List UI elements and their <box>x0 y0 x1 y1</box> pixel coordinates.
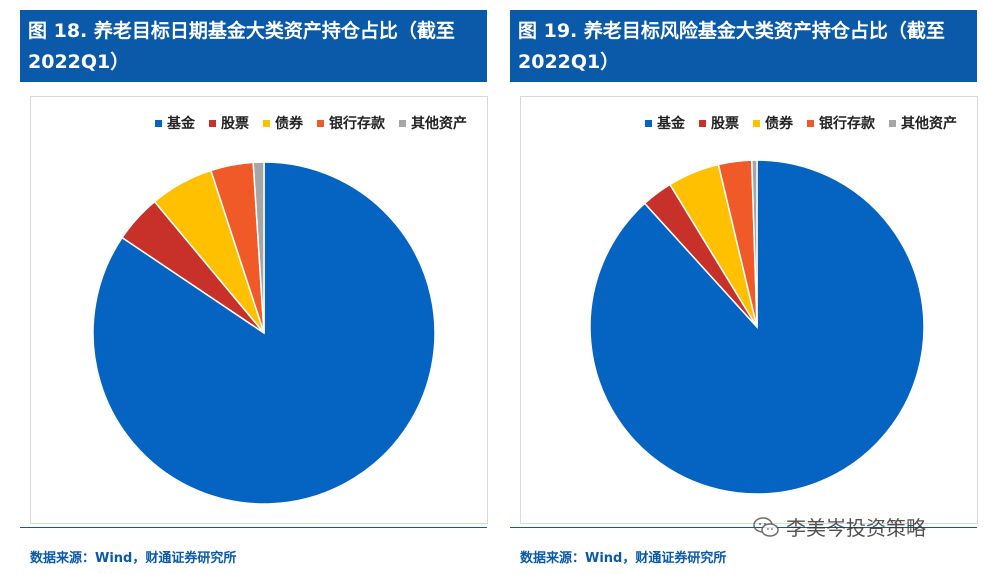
chart-panel-left: 图 18. 养老目标日期基金大类资产持仓占比（截至 2022Q1） 基金 股票 债券… <box>20 0 488 574</box>
chart-panel-right: 图 19. 养老目标风险基金大类资产持仓占比（截至 2022Q1） 基金 股票 债券… <box>510 0 978 574</box>
legend-item: 其他资产 <box>889 113 957 133</box>
legend-label: 股票 <box>711 116 739 132</box>
chart-area: 基金 股票 债券 银行存款 其他资产 <box>30 96 488 524</box>
legend-item: 债券 <box>263 113 303 133</box>
legend-item: 债券 <box>753 113 793 133</box>
source-note: 数据来源：Wind，财通证券研究所 <box>30 551 237 566</box>
legend-label: 其他资产 <box>411 116 467 132</box>
legend-item: 股票 <box>699 113 739 133</box>
legend-item: 银行存款 <box>317 113 385 133</box>
watermark-text: 李美岑投资策略 <box>786 516 926 540</box>
pie-slice <box>252 161 265 334</box>
divider-line <box>20 527 487 528</box>
legend-item: 基金 <box>645 113 685 133</box>
wechat-icon <box>753 516 779 537</box>
legend-label: 其他资产 <box>901 116 957 132</box>
legend-swatch <box>209 119 216 127</box>
legend-swatch <box>317 119 324 127</box>
legend-swatch <box>753 119 760 127</box>
legend-label: 基金 <box>657 116 685 132</box>
legend-item: 股票 <box>209 113 249 133</box>
pie-slice <box>750 159 758 328</box>
legend-label: 股票 <box>221 116 249 132</box>
legend-swatch <box>807 119 814 127</box>
divider-line <box>510 527 977 528</box>
legend-label: 银行存款 <box>819 116 875 132</box>
figure-title: 图 19. 养老目标风险基金大类资产持仓占比（截至 2022Q1） <box>510 10 977 82</box>
legend-label: 银行存款 <box>329 116 385 132</box>
legend-item: 银行存款 <box>807 113 875 133</box>
legend-swatch <box>155 119 162 127</box>
legend-label: 债券 <box>275 116 303 132</box>
legend-label: 基金 <box>167 116 195 132</box>
legend-swatch <box>399 119 406 127</box>
legend-swatch <box>889 119 896 127</box>
figure-title: 图 18. 养老目标日期基金大类资产持仓占比（截至 2022Q1） <box>20 10 487 82</box>
legend-item: 基金 <box>155 113 195 133</box>
legend: 基金 股票 债券 银行存款 其他资产 <box>155 113 467 133</box>
source-note: 数据来源：Wind，财通证券研究所 <box>520 551 727 566</box>
pie-chart <box>589 159 925 495</box>
pie-chart <box>92 161 436 505</box>
legend-swatch <box>699 119 706 127</box>
legend-swatch <box>263 119 270 127</box>
legend: 基金 股票 债券 银行存款 其他资产 <box>645 113 957 133</box>
watermark: 李美岑投资策略 <box>752 512 926 541</box>
legend-label: 债券 <box>765 116 793 132</box>
chart-area: 基金 股票 债券 银行存款 其他资产 <box>520 96 978 524</box>
legend-item: 其他资产 <box>399 113 467 133</box>
legend-swatch <box>645 119 652 127</box>
